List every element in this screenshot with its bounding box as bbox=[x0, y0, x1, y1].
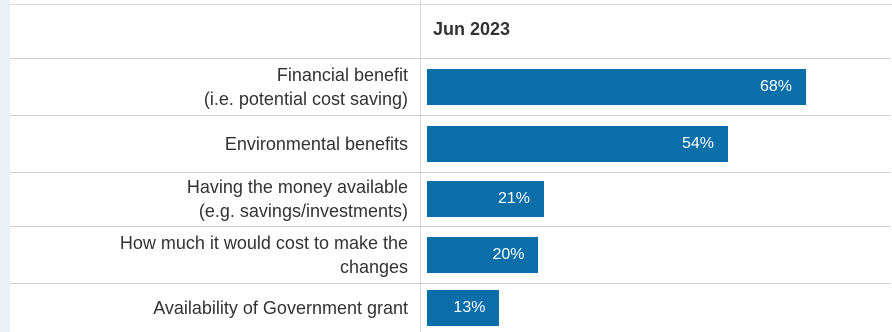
category-label-line: changes bbox=[339, 256, 408, 277]
bar bbox=[427, 125, 728, 162]
bar bbox=[427, 236, 539, 273]
category-label-line: (e.g. savings/investments) bbox=[198, 201, 408, 221]
bar-value-label: 13% bbox=[453, 298, 486, 316]
bar-value-label: 20% bbox=[492, 245, 525, 263]
row-divider bbox=[10, 115, 890, 116]
category-label: Financial benefit (i.e. potential cost sa… bbox=[8, 63, 408, 111]
bar-value-label: 21% bbox=[498, 190, 531, 207]
category-label: Availability of Government grant bbox=[8, 296, 408, 320]
bar bbox=[427, 289, 500, 326]
row-divider bbox=[10, 226, 890, 227]
category-label-line: Environmental benefits bbox=[224, 133, 408, 154]
bar-value-label: 68% bbox=[759, 77, 792, 95]
header-bottom-rule bbox=[10, 58, 890, 59]
column-divider bbox=[420, 0, 421, 332]
row-divider bbox=[10, 283, 890, 284]
category-label-line: How much it would cost to make the bbox=[119, 232, 408, 253]
category-label-line: (i.e. potential cost saving) bbox=[203, 88, 408, 109]
header-divider bbox=[10, 4, 892, 5]
category-label: Having the money available (e.g. savings/… bbox=[8, 175, 408, 223]
column-header: Jun 2023 bbox=[433, 19, 511, 39]
category-label-line: Having the money available bbox=[186, 177, 408, 197]
category-label-line: Financial benefit bbox=[276, 64, 408, 85]
left-accent-strip bbox=[0, 0, 10, 332]
bar bbox=[427, 181, 545, 217]
bar-value-label: 54% bbox=[681, 134, 714, 152]
category-label: How much it would cost to make the change… bbox=[8, 231, 408, 279]
row-divider bbox=[10, 172, 890, 173]
category-label-line: Availability of Government grant bbox=[153, 297, 408, 318]
bar bbox=[427, 68, 806, 105]
category-label: Environmental benefits bbox=[8, 132, 408, 156]
